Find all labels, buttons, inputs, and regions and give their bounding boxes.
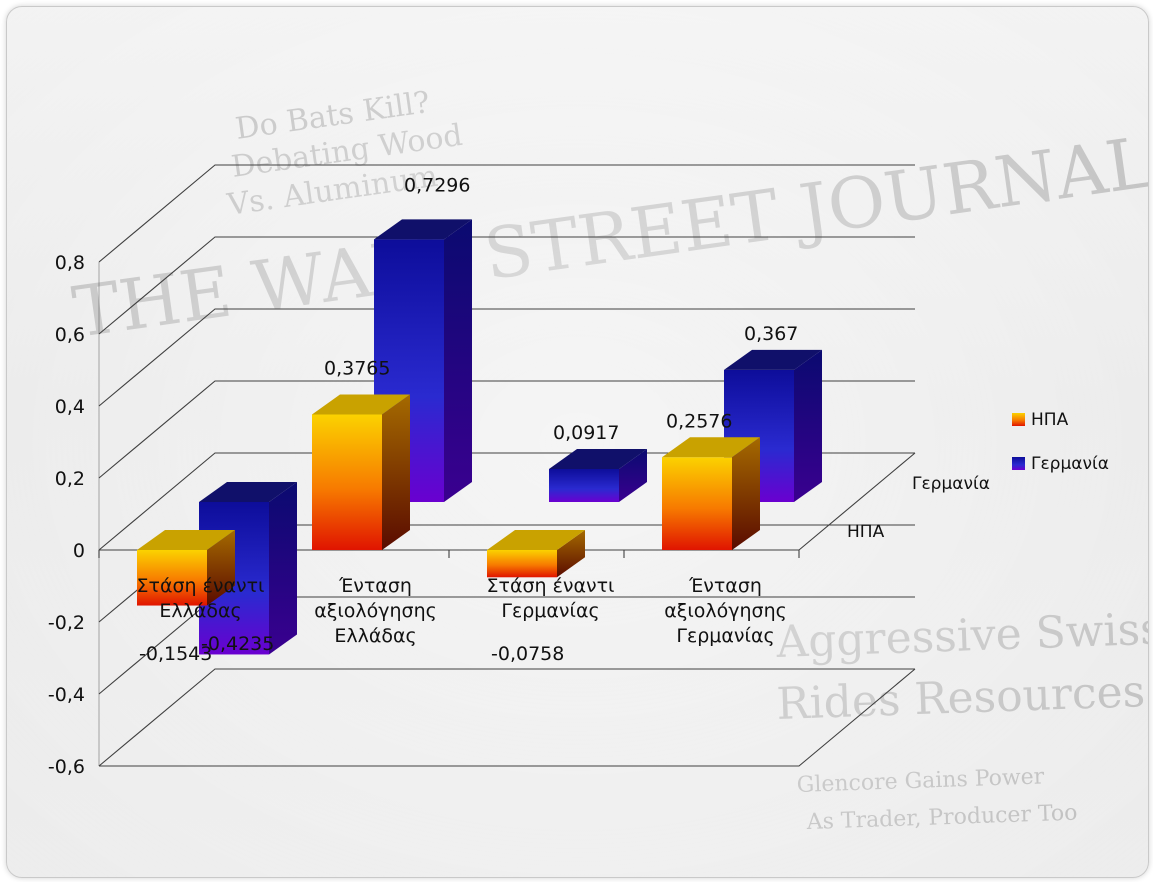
- category-label: Στάση έναντι Ελλάδας: [137, 575, 265, 622]
- category-label-line: Ελλάδας: [159, 600, 241, 622]
- y-tick-label: 0,2: [55, 468, 85, 490]
- gridline: [98, 308, 915, 407]
- bar-side-face: [382, 394, 410, 550]
- category-label: Ένταση αξιολόγησης Ελλάδας: [314, 575, 437, 647]
- y-axis-tick-labels: -0,6 -0,4 -0,2 0 0,2 0,4 0,6 0,8: [48, 252, 85, 778]
- data-label: 0,7296: [404, 174, 470, 196]
- legend-swatch: [1012, 413, 1025, 426]
- legend-label: ΗΠΑ: [1031, 410, 1069, 430]
- bar-usa: [487, 530, 585, 578]
- bar-side-face: [619, 448, 647, 502]
- bar-top-face: [312, 394, 410, 415]
- bar-usa: [312, 394, 410, 550]
- bar-side-face: [557, 530, 585, 578]
- gridline: [98, 668, 915, 767]
- bar-top-face: [724, 349, 822, 370]
- bar-top-face: [549, 448, 647, 469]
- gridline: [98, 164, 915, 263]
- bar-top-face: [199, 482, 297, 502]
- y-tick-label: -0,2: [48, 612, 85, 634]
- base-floor-edge: [99, 668, 916, 767]
- chart-3d-column: Do Bats Kill?Debating WoodVs. AluminumTH…: [7, 7, 1148, 877]
- depth-axis-label: Γερμανία: [912, 474, 990, 494]
- y-tick-label: -0,4: [48, 684, 85, 706]
- chart-frame: Do Bats Kill?Debating WoodVs. AluminumTH…: [6, 6, 1149, 878]
- data-label: 0,367: [744, 323, 798, 345]
- bar-side-face: [794, 349, 822, 502]
- gridline: [98, 380, 915, 479]
- bar-side-face: [444, 219, 472, 502]
- category-label-line: Γερμανίας: [676, 625, 774, 647]
- x-axis-category-labels: Στάση έναντι Ελλάδας Ένταση αξιολόγησης Ελλά…: [137, 575, 787, 647]
- category-label-line: αξιολόγησης: [314, 600, 437, 622]
- data-label: -0,4235: [201, 633, 274, 655]
- y-tick-label: 0: [73, 540, 85, 562]
- bar-top-face: [662, 437, 760, 458]
- category-label-line: Ένταση: [338, 575, 412, 597]
- bar-side-face: [269, 482, 297, 655]
- chart-legend: ΗΠΑ Γερμανία: [1012, 410, 1109, 474]
- data-labels: -0,4235 0,7296 0,0917 0,367 -0,1543 0,3765 -0,…: [139, 174, 798, 665]
- category-label-line: Ένταση: [688, 575, 762, 597]
- depth-axis-label: ΗΠΑ: [847, 522, 885, 542]
- bar-front-face: [487, 550, 557, 578]
- gridline: [98, 236, 915, 335]
- category-label-line: Γερμανίας: [501, 600, 599, 622]
- legend-swatch: [1012, 457, 1025, 470]
- y-tick-label: 0,8: [55, 252, 85, 274]
- bar-top-face: [137, 530, 235, 550]
- depth-axis-labels: Γερμανία ΗΠΑ: [847, 474, 990, 542]
- bar-top-face: [374, 219, 472, 240]
- y-tick-label: 0,6: [55, 324, 85, 346]
- category-label-line: Ελλάδας: [334, 625, 416, 647]
- data-label: 0,2576: [666, 410, 732, 432]
- bar-front-face: [312, 414, 382, 550]
- data-label: -0,1543: [139, 643, 212, 665]
- data-label: 0,3765: [324, 357, 390, 379]
- y-tick-label: -0,6: [48, 756, 85, 778]
- bar-front-face: [549, 468, 619, 502]
- chart-bars: [137, 219, 822, 655]
- category-label-line: Στάση έναντι: [487, 575, 615, 597]
- category-label: Στάση έναντι Γερμανίας: [487, 575, 615, 622]
- bar-front-face: [137, 550, 207, 606]
- bar-side-face: [732, 437, 760, 550]
- bar-top-face: [487, 530, 585, 550]
- category-label-line: αξιολόγησης: [664, 600, 787, 622]
- bar-side-face: [207, 530, 235, 606]
- bar-usa: [137, 530, 235, 606]
- bar-germany: [549, 448, 647, 502]
- bar-usa: [662, 437, 760, 550]
- legend-label: Γερμανία: [1031, 454, 1109, 474]
- category-label: Ένταση αξιολόγησης Γερμανίας: [664, 575, 787, 647]
- bar-front-face: [662, 457, 732, 550]
- category-label-line: Στάση έναντι: [137, 575, 265, 597]
- data-label: -0,0758: [491, 643, 564, 665]
- y-tick-label: 0,4: [55, 396, 85, 418]
- data-label: 0,0917: [553, 422, 619, 444]
